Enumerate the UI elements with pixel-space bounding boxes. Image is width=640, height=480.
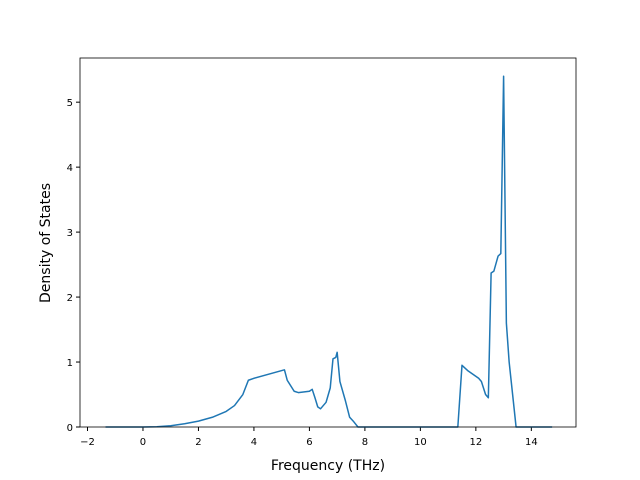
x-tick-label: 12	[469, 437, 482, 448]
y-tick-label: 5	[67, 98, 73, 109]
x-tick-label: 14	[525, 437, 538, 448]
x-tick-label: 2	[195, 437, 201, 448]
x-axis-label: Frequency (THz)	[271, 458, 385, 474]
x-tick-label: −2	[80, 437, 95, 448]
y-tick-label: 1	[67, 358, 73, 369]
y-tick-label: 3	[67, 228, 73, 239]
x-tick-label: 10	[414, 437, 427, 448]
data-line	[105, 75, 553, 428]
x-tick-label: 0	[140, 437, 146, 448]
y-tick-label: 4	[67, 163, 73, 174]
y-tick-label: 0	[67, 423, 73, 434]
x-tick-label: 6	[306, 437, 312, 448]
x-tick-label: 8	[362, 437, 368, 448]
x-tick-label: 4	[251, 437, 257, 448]
y-tick-label: 2	[67, 293, 73, 304]
plot-frame	[79, 57, 577, 428]
y-axis-label: Density of States	[38, 183, 54, 303]
